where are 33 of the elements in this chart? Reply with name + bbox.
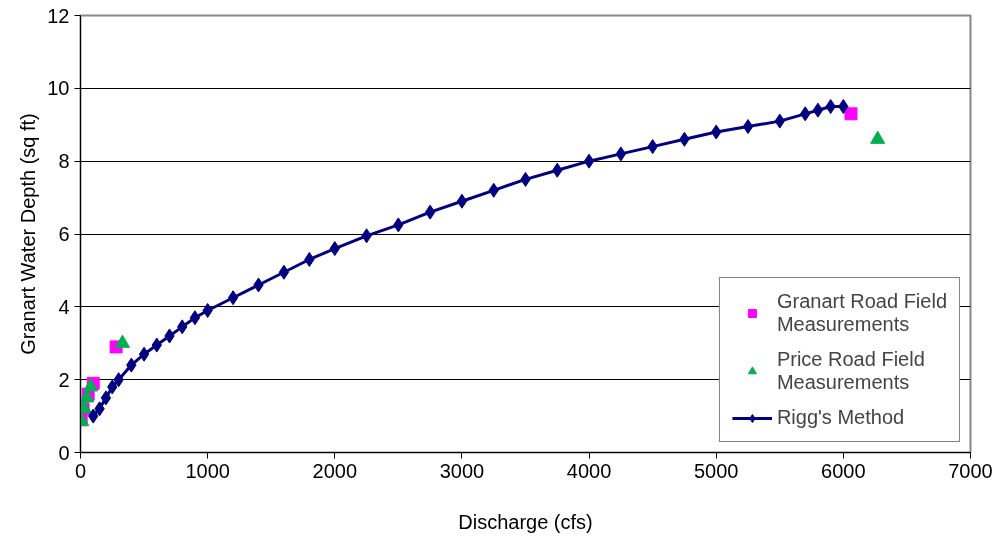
point — [742, 119, 754, 135]
point — [812, 102, 824, 118]
x-tick-label: 5000 — [693, 459, 739, 482]
point — [615, 146, 627, 162]
point — [278, 264, 290, 280]
point — [138, 346, 150, 362]
y-tick-label: 12 — [47, 4, 70, 27]
x-axis-title: Discharge (cfs) — [458, 510, 593, 533]
y-tick-label: 6 — [58, 223, 70, 245]
point — [227, 290, 239, 306]
y-axis-title: Granart Water Depth (sq ft) — [17, 113, 40, 355]
x-tick-label: 7000 — [948, 459, 993, 482]
point — [456, 193, 468, 209]
point — [114, 334, 130, 348]
point — [583, 153, 595, 169]
point — [844, 107, 858, 121]
legend-label: Price Road Field Measurements — [776, 348, 925, 394]
legend-label: Rigg's Method — [776, 406, 905, 429]
point — [424, 204, 436, 220]
x-tick-label: 3000 — [439, 459, 485, 482]
point — [100, 390, 112, 406]
x-tick-label: 1000 — [185, 459, 230, 482]
legend-label: Granart Road Field Measurements — [776, 290, 947, 336]
y-tick-label: 8 — [58, 150, 70, 173]
y-tick-label: 10 — [47, 77, 70, 100]
y-tick-label: 2 — [58, 368, 70, 391]
point — [189, 310, 201, 326]
x-tick-label: 2000 — [312, 459, 358, 482]
x-tick-label: 0 — [74, 459, 87, 482]
x-tick-label: 6000 — [821, 459, 866, 482]
y-tick-label: 4 — [58, 295, 70, 318]
x-tick-label: 4000 — [566, 459, 612, 482]
y-tick-label: 0 — [58, 441, 70, 464]
